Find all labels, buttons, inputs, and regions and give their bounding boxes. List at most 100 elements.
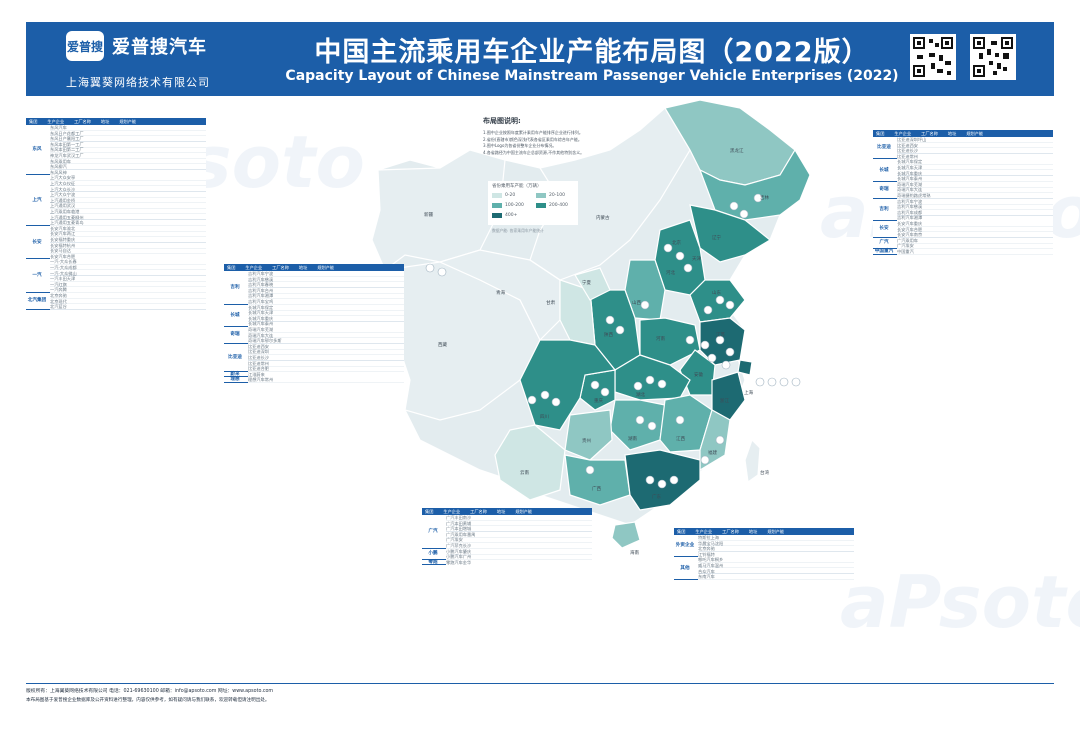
column-header: 规划产能: [966, 130, 984, 136]
place-label: 北京: [672, 241, 681, 246]
group-label: 吉利: [230, 284, 240, 290]
column-header: 生产企业: [894, 130, 912, 136]
legend-label: 0-20: [505, 193, 516, 198]
place-label: 贵州: [582, 439, 591, 444]
region-hainan: [611, 521, 641, 549]
table-group: 吉利 吉利汽车宁波 吉利汽车慈溪 吉利汽车春晓 吉利汽车台州 吉利汽车湘潭 吉利汽车宝鸡: [224, 271, 404, 305]
table-row: 吉利汽车成都: [897, 209, 923, 215]
group-label: 比亚迪: [228, 354, 242, 360]
group-rows: 理想汽车常州: [248, 377, 404, 383]
group-label: 蔚来: [230, 371, 240, 377]
group-rows: 比亚迪西安 比亚迪深圳 比亚迪长沙 比亚迪常州 比亚迪合肥: [248, 343, 404, 372]
table-row: 长城汽车重庆: [248, 315, 274, 321]
table-body: 广汽 广汽丰田南沙 广汽本田黄埔 广汽本田增城 广汽乘用车番禺 广汽埃安 广汽菲克长沙 小鹏小…: [422, 515, 592, 566]
table-row: 长城汽车重庆: [897, 170, 923, 176]
region-taiwan: [744, 438, 761, 484]
table-row: 吉利汽车宁波: [897, 198, 923, 204]
table-header: 集团 生产企业 工厂名称 地址 规划产能: [224, 264, 404, 271]
group-rows: 比亚迪深圳坪山 比亚迪西安 比亚迪长沙 比亚迪常州: [897, 137, 1053, 160]
note-line: 3.图中Logo为各省份整车企业分布情况。: [483, 143, 557, 149]
table-row: 合众汽车: [698, 568, 715, 574]
table-row: 长安汽车南京: [897, 232, 923, 238]
place-label: 上海: [744, 391, 753, 396]
place-label: 四川: [540, 415, 549, 420]
table-row: 长安汽车合肥: [897, 226, 923, 232]
place-label: 浙江: [720, 399, 729, 404]
table-row: 广汽埃安: [897, 243, 914, 249]
table-row: 上汽通用金桥: [50, 197, 76, 203]
group-rows: 广汽丰田南沙 广汽本田黄埔 广汽本田增城 广汽乘用车番禺 广汽埃安 广汽菲克长沙: [446, 515, 592, 549]
legend-swatch: [492, 213, 502, 218]
table-row: 上汽通用武汉: [50, 203, 76, 209]
table-row: 一汽-大众长春: [50, 259, 77, 265]
table-row: 神龙汽车武汉工厂: [50, 152, 84, 158]
table-row: 吉利汽车台州: [248, 287, 274, 293]
table-row: 长城汽车天津: [897, 164, 923, 170]
group-label: 长安: [879, 226, 889, 232]
column-header: 工厂名称: [470, 508, 487, 514]
table-row: 长城汽车保定: [248, 304, 274, 310]
table-row: 零跑汽车金华: [446, 559, 472, 565]
table-row: 东风日产花都工厂: [50, 130, 84, 136]
table-group: 长城 长城汽车保定 长城汽车天津 长城汽车重庆 长城汽车泰州: [224, 304, 404, 327]
table-group: 奇瑞 奇瑞汽车芜湖 奇瑞汽车大连 奇瑞汽车鄂尔多斯: [224, 326, 404, 344]
group-rows: 东风汽车 东风日产花都工厂 东风日产襄阳工厂 东风本田第一工厂 东风本田第二工厂 神龙汽车…: [50, 125, 206, 176]
table-row: 吉利汽车春晓: [248, 282, 274, 288]
column-header: 生产企业: [245, 264, 263, 270]
place-label: 河南: [656, 337, 665, 342]
legend-label: 400+: [505, 213, 518, 218]
table-row: 长安汽车重庆: [897, 220, 923, 226]
group-rows: 长安汽车渝北 长安汽车两江 长安福特重庆 长安福特杭州 长安马自达 长安汽车合肥: [50, 225, 206, 260]
table-row: 比亚迪西安: [897, 142, 918, 148]
page-title: 中国主流乘用车企业产能布局图（2022版）: [314, 37, 870, 68]
group-rows: 江淮蔚来: [248, 371, 404, 378]
table-row: 比亚迪长沙: [897, 148, 918, 154]
column-header: 集团: [227, 264, 236, 270]
table-row: 长城汽车泰州: [897, 176, 923, 182]
map-legend: 省份乘用车产能（万辆） 0-20 20-100 100-200 200-400 …: [488, 181, 578, 225]
table-row: 比亚迪合肥: [248, 366, 269, 372]
table-group: 比亚迪 比亚迪深圳坪山 比亚迪西安 比亚迪长沙 比亚迪常州: [873, 137, 1053, 160]
column-header: 生产企业: [47, 118, 65, 124]
group-label: 其他: [680, 565, 690, 571]
place-label: 福建: [708, 451, 717, 456]
table-row: 长城汽车保定: [897, 159, 923, 165]
group-label: 比亚迪: [877, 145, 891, 151]
column-header: 地址: [947, 130, 957, 136]
brand-name: 爱普搜汽车: [112, 37, 207, 58]
column-header: 集团: [29, 118, 38, 124]
note-line: 2.省份(直辖市)颜色深浅代表各省区乘用车综合年产能。: [483, 136, 582, 142]
region-sichuan: [519, 339, 617, 431]
place-label: 重庆: [594, 399, 603, 404]
table-group: 零跑 零跑汽车金华: [422, 560, 592, 566]
column-header: 工厂名称: [74, 118, 91, 124]
group-label: 长安: [32, 239, 42, 245]
table-row: 广汽乘用车: [897, 237, 918, 243]
group-label: 长城: [230, 312, 240, 318]
table-row: 长安福特重庆: [50, 236, 76, 242]
table-row: 小鹏汽车广州: [446, 554, 472, 560]
table-group: 其他 哪吒汽车桐乡 威马汽车温州 合众汽车 东南汽车: [674, 557, 854, 580]
table-row: 北京奔驰: [698, 546, 715, 552]
place-label: 黑龙江: [730, 149, 744, 154]
column-header: 工厂名称: [722, 528, 739, 534]
table-row: 奇瑞汽车大连: [897, 187, 923, 193]
place-label: 天津: [692, 257, 701, 262]
table-row: 江淮蔚来: [248, 371, 265, 377]
table-row: 广汽本田黄埔: [446, 520, 472, 526]
table-row: 奇瑞汽车鄂尔多斯: [248, 338, 282, 344]
group-rows: 奇瑞汽车芜湖 奇瑞汽车大连 奇瑞捷豹路虎常熟: [897, 181, 1053, 199]
place-label: 安徽: [694, 373, 703, 378]
table-row: 吉利汽车宝鸡: [248, 298, 274, 304]
table-row: 长安福特杭州: [50, 242, 76, 248]
table-row: 东风乘用车: [50, 158, 71, 164]
place-label: 台湾: [760, 471, 769, 476]
table-row: 江铃福特: [698, 551, 715, 557]
group-label: 广汽: [428, 528, 438, 534]
place-label: 广西: [592, 487, 601, 492]
table-row: 广汽菲克长沙: [446, 542, 472, 548]
table-row: 奇瑞汽车芜湖: [248, 326, 274, 332]
place-label: 宁夏: [582, 281, 591, 286]
region-liaoning: [689, 204, 772, 263]
